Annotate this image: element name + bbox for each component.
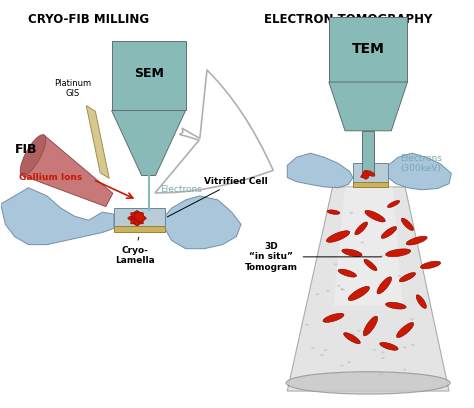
Text: Platinum
GIS: Platinum GIS [54,79,91,98]
Ellipse shape [342,249,362,257]
Ellipse shape [403,346,407,348]
Ellipse shape [338,269,356,277]
Ellipse shape [381,226,397,238]
Polygon shape [329,17,408,82]
Ellipse shape [379,217,383,219]
Ellipse shape [411,344,415,346]
Ellipse shape [334,263,337,265]
Polygon shape [0,188,114,245]
Ellipse shape [130,213,144,224]
Ellipse shape [366,171,375,176]
Text: Gallium Ions: Gallium Ions [19,173,82,182]
Ellipse shape [355,222,367,235]
Text: TEM: TEM [352,42,384,56]
Ellipse shape [391,303,395,305]
Ellipse shape [362,170,369,179]
Text: SEM: SEM [134,67,164,80]
Text: Cryo-
Lamella: Cryo- Lamella [115,237,155,265]
Ellipse shape [360,242,364,244]
Ellipse shape [320,354,324,356]
Ellipse shape [402,369,406,371]
Polygon shape [22,135,113,206]
Ellipse shape [364,259,377,271]
Ellipse shape [401,218,413,231]
Ellipse shape [379,374,383,376]
Ellipse shape [337,285,341,287]
Ellipse shape [365,211,385,222]
Ellipse shape [373,349,376,351]
Ellipse shape [340,364,344,366]
Text: 3D
“in situ”
Tomogram: 3D “in situ” Tomogram [245,242,382,272]
Ellipse shape [324,349,328,351]
Ellipse shape [420,261,441,269]
Polygon shape [353,182,388,187]
Polygon shape [362,131,374,173]
Ellipse shape [311,347,315,349]
Polygon shape [287,153,353,188]
Ellipse shape [305,324,309,326]
Ellipse shape [416,295,427,308]
Polygon shape [329,82,408,131]
Ellipse shape [348,286,370,301]
Ellipse shape [128,215,146,221]
Text: Vitrified Cell: Vitrified Cell [167,177,268,217]
Ellipse shape [386,249,410,257]
Ellipse shape [381,357,385,359]
Ellipse shape [134,211,140,226]
Polygon shape [111,41,186,111]
Ellipse shape [394,251,398,253]
Ellipse shape [387,200,400,208]
Ellipse shape [381,351,384,353]
Polygon shape [86,106,109,178]
Ellipse shape [341,289,345,291]
Ellipse shape [351,333,355,335]
Polygon shape [114,226,165,233]
Ellipse shape [380,342,398,350]
Ellipse shape [327,210,340,214]
Polygon shape [114,208,165,228]
Polygon shape [388,153,451,190]
Ellipse shape [406,236,427,245]
Polygon shape [334,187,403,306]
Ellipse shape [386,302,406,309]
FancyArrowPatch shape [155,70,273,193]
Polygon shape [287,187,449,391]
Ellipse shape [410,318,414,320]
Ellipse shape [344,333,360,344]
Polygon shape [165,196,241,249]
Ellipse shape [326,290,330,292]
Ellipse shape [397,322,414,337]
Ellipse shape [357,330,361,332]
Ellipse shape [397,275,401,277]
Ellipse shape [363,316,378,336]
Ellipse shape [349,212,353,214]
Ellipse shape [20,135,46,176]
Ellipse shape [286,372,450,394]
Ellipse shape [316,293,319,295]
Polygon shape [111,111,186,175]
Polygon shape [353,163,388,184]
Ellipse shape [380,255,383,257]
Ellipse shape [347,361,351,363]
Ellipse shape [399,273,416,282]
Ellipse shape [135,212,144,222]
Ellipse shape [338,316,342,318]
Text: FIB: FIB [15,143,37,155]
Text: ELECTRON TOMOGRAPHY: ELECTRON TOMOGRAPHY [264,13,432,26]
Ellipse shape [323,313,344,322]
Text: Electrons: Electrons [160,185,202,194]
Ellipse shape [131,211,143,225]
Ellipse shape [377,277,392,294]
Ellipse shape [361,172,371,178]
Text: Electrons
(300keV): Electrons (300keV) [401,154,442,173]
Ellipse shape [327,231,350,242]
Ellipse shape [340,288,344,290]
Ellipse shape [130,213,144,224]
Text: CRYO-FIB MILLING: CRYO-FIB MILLING [28,13,150,26]
